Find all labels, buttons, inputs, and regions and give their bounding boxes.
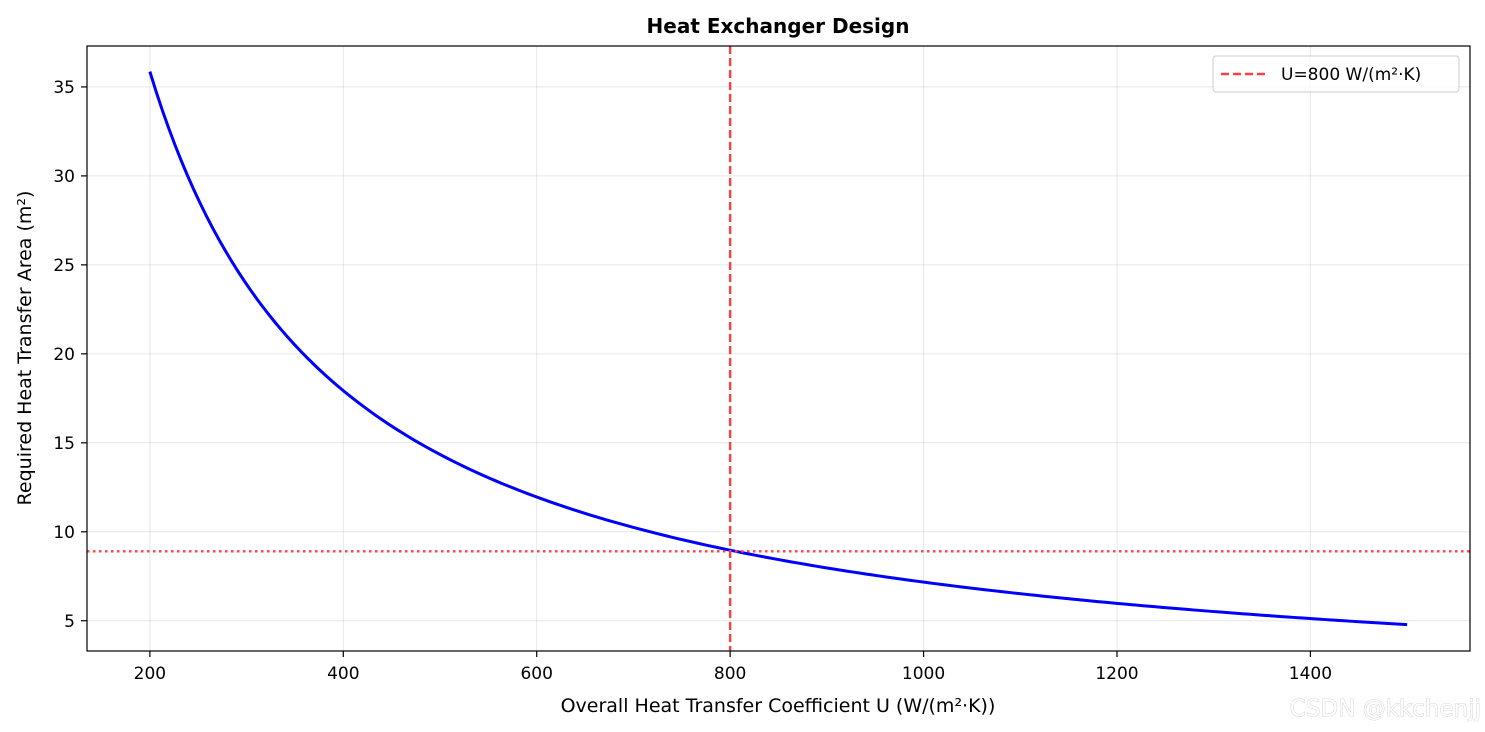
y-tick-label: 20	[53, 345, 75, 365]
x-tick-label: 200	[134, 664, 166, 684]
x-tick-label: 400	[327, 664, 359, 684]
y-tick-label: 5	[64, 612, 75, 632]
legend-box	[1212, 55, 1460, 93]
legend-label: U=800 W/(m²·K)	[1281, 65, 1421, 85]
chart-title: Heat Exchanger Design	[647, 14, 910, 38]
watermark: CSDN @kkchenjj	[1290, 696, 1481, 722]
x-tick-label: 1400	[1289, 664, 1332, 684]
y-axis-ticks: 5 10 15 20 25 30 35	[53, 78, 87, 632]
y-tick-label: 15	[53, 434, 75, 454]
y-tick-label: 10	[53, 523, 75, 543]
y-axis-label: Required Heat Transfer Area (m²)	[14, 191, 36, 506]
y-tick-label: 35	[53, 78, 75, 98]
x-axis-ticks: 200 400 600 800 1000 1200 1400	[134, 651, 1332, 684]
plot-frame	[86, 45, 1471, 652]
x-tick-label: 1000	[902, 664, 945, 684]
x-axis-label: Overall Heat Transfer Coefficient U (W/(…	[561, 695, 996, 717]
y-tick-label: 25	[53, 256, 75, 276]
x-tick-label: 600	[520, 664, 552, 684]
data-series	[148, 71, 1408, 627]
area-vs-u-line	[148, 71, 1408, 627]
reference-lines	[87, 46, 1470, 651]
x-tick-label: 800	[714, 664, 746, 684]
legend: U=800 W/(m²·K)	[1212, 55, 1460, 93]
y-tick-label: 30	[53, 167, 75, 187]
x-tick-label: 1200	[1095, 664, 1138, 684]
